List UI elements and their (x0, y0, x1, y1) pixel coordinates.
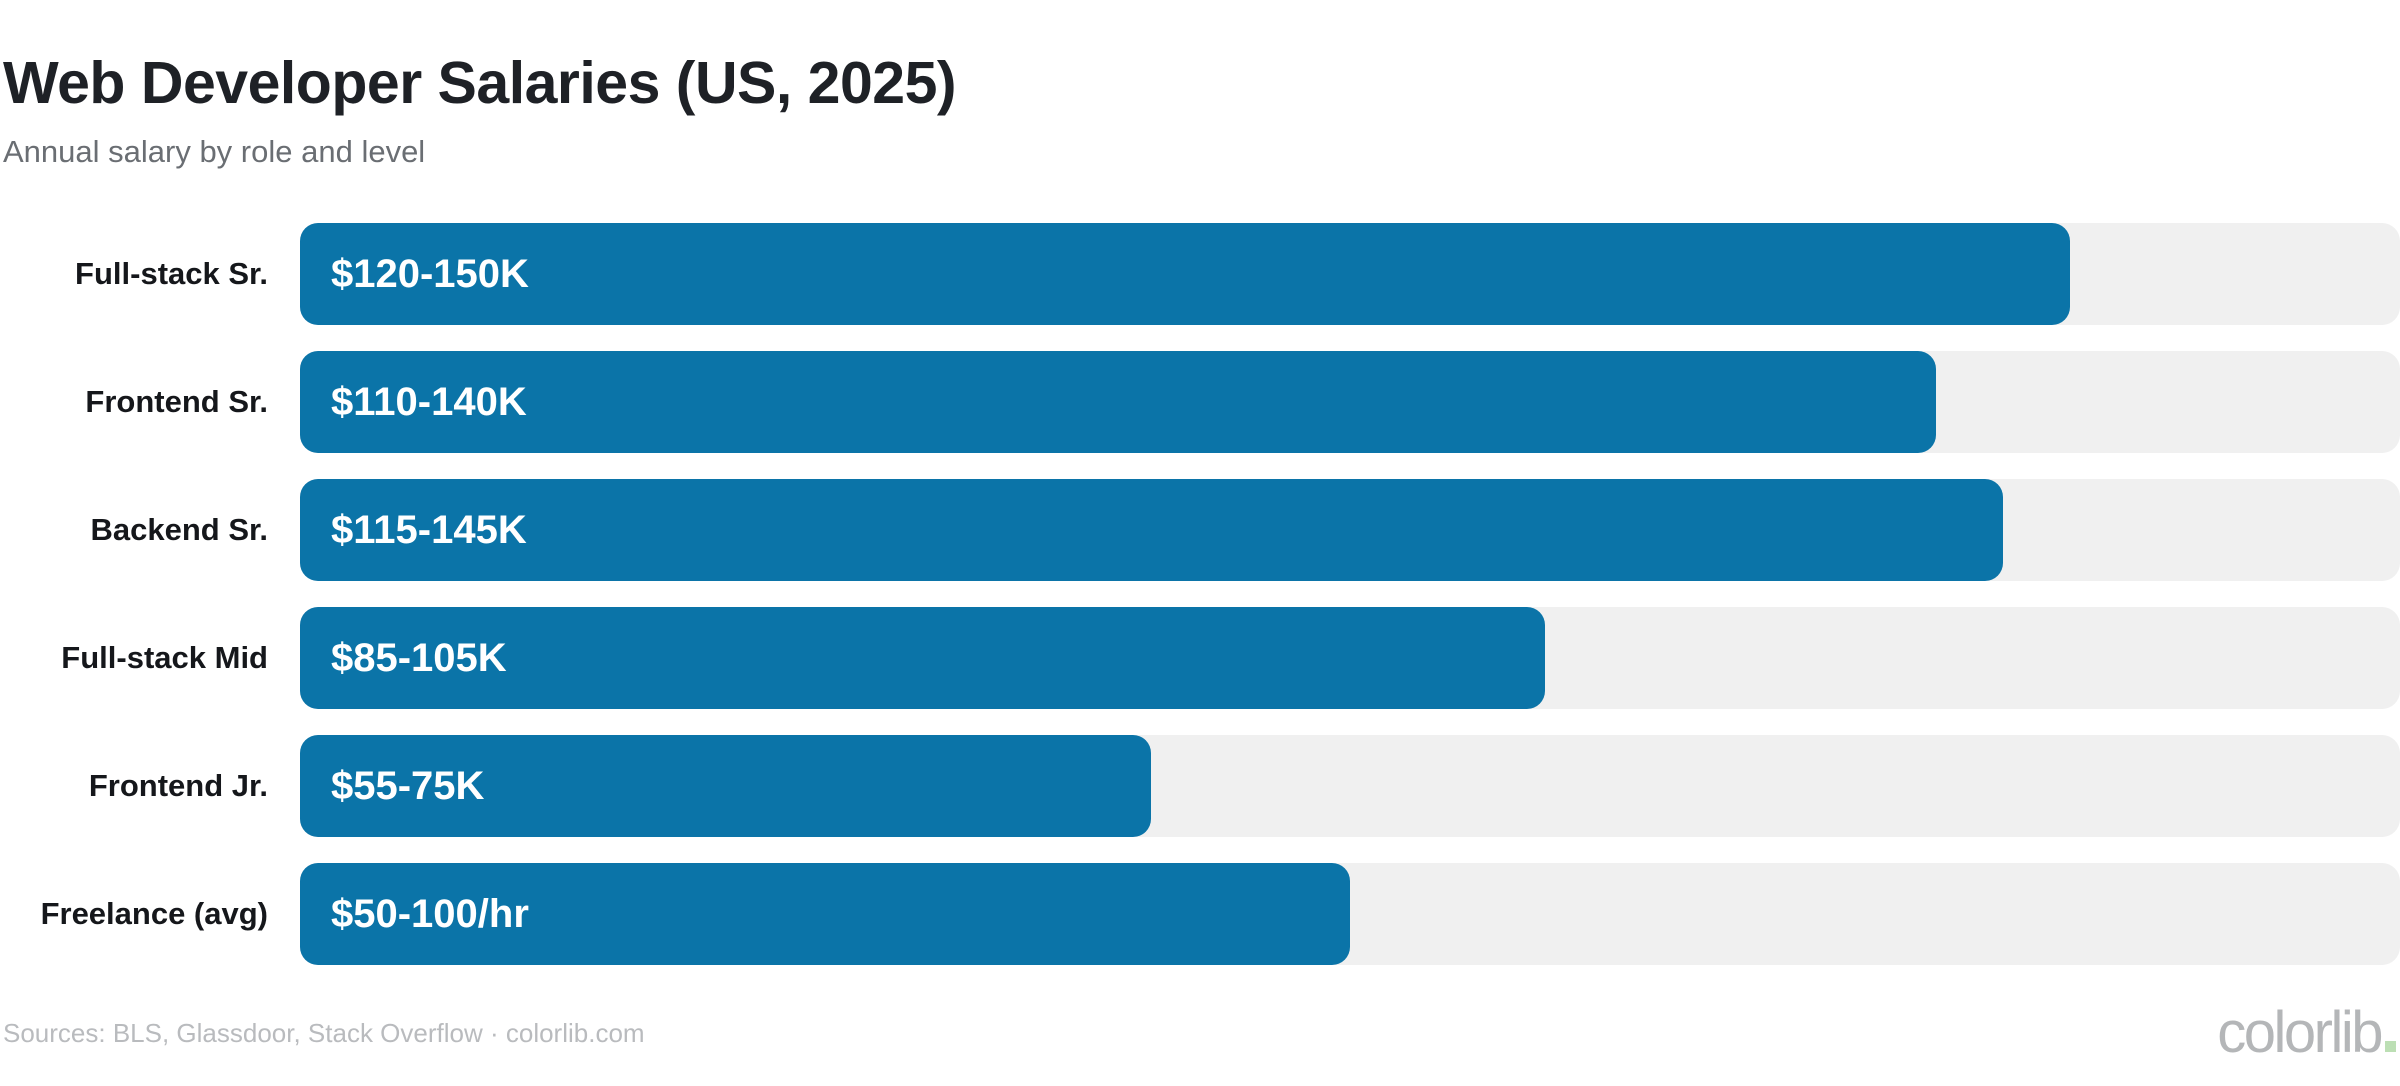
bar-track: $120-150K (300, 223, 2400, 326)
bar-fill: $115-145K (300, 479, 2004, 582)
bar-row-frontend-sr: Frontend Sr. $110-140K (0, 351, 2400, 454)
bar-track: $115-145K (300, 479, 2400, 582)
bar-fill: $110-140K (300, 351, 1936, 454)
bar-value-label: $85-105K (331, 635, 507, 680)
bar-value-label: $50-100/hr (331, 891, 529, 936)
row-label: Full-stack Sr. (75, 256, 268, 292)
bar-row-freelance-avg: Freelance (avg) $50-100/hr (0, 863, 2400, 966)
row-label: Freelance (avg) (40, 896, 268, 932)
row-label: Backend Sr. (90, 512, 268, 548)
bar-fill: $85-105K (300, 607, 1546, 710)
bar-row-frontend-jr: Frontend Jr. $55-75K (0, 735, 2400, 838)
chart-footer: Sources: BLS, Glassdoor, Stack Overflow … (0, 1004, 2400, 1086)
bar-fill: $120-150K (300, 223, 2071, 326)
bar-fill: $50-100/hr (300, 863, 1350, 966)
bar-row-backend-sr: Backend Sr. $115-145K (0, 479, 2400, 582)
bar-track: $85-105K (300, 607, 2400, 710)
chart-title: Web Developer Salaries (US, 2025) (3, 50, 957, 116)
salary-bar-chart: Full-stack Sr. $120-150K Frontend Sr. $1… (0, 223, 2400, 966)
chart-header: Web Developer Salaries (US, 2025) Annual… (0, 50, 2400, 170)
row-label: Frontend Jr. (88, 768, 268, 804)
bar-track: $50-100/hr (300, 863, 2400, 966)
bar-fill: $55-75K (300, 735, 1151, 838)
bar-value-label: $110-140K (331, 379, 527, 424)
bar-row-fullstack-sr: Full-stack Sr. $120-150K (0, 223, 2400, 326)
bar-row-fullstack-mid: Full-stack Mid $85-105K (0, 607, 2400, 710)
bar-track: $55-75K (300, 735, 2400, 838)
bar-track: $110-140K (300, 351, 2400, 454)
colorlib-logo-dot-icon (2385, 1041, 2396, 1052)
row-label: Full-stack Mid (61, 640, 268, 676)
chart-subtitle: Annual salary by role and level (3, 134, 426, 170)
colorlib-logo: colorlib (2217, 1004, 2396, 1062)
bar-value-label: $55-75K (331, 763, 485, 808)
sources-note: Sources: BLS, Glassdoor, Stack Overflow … (3, 1017, 645, 1048)
row-label: Frontend Sr. (85, 384, 268, 420)
colorlib-logo-text: colorlib (2217, 1000, 2383, 1065)
bar-value-label: $120-150K (331, 251, 529, 296)
bar-value-label: $115-145K (331, 507, 527, 552)
